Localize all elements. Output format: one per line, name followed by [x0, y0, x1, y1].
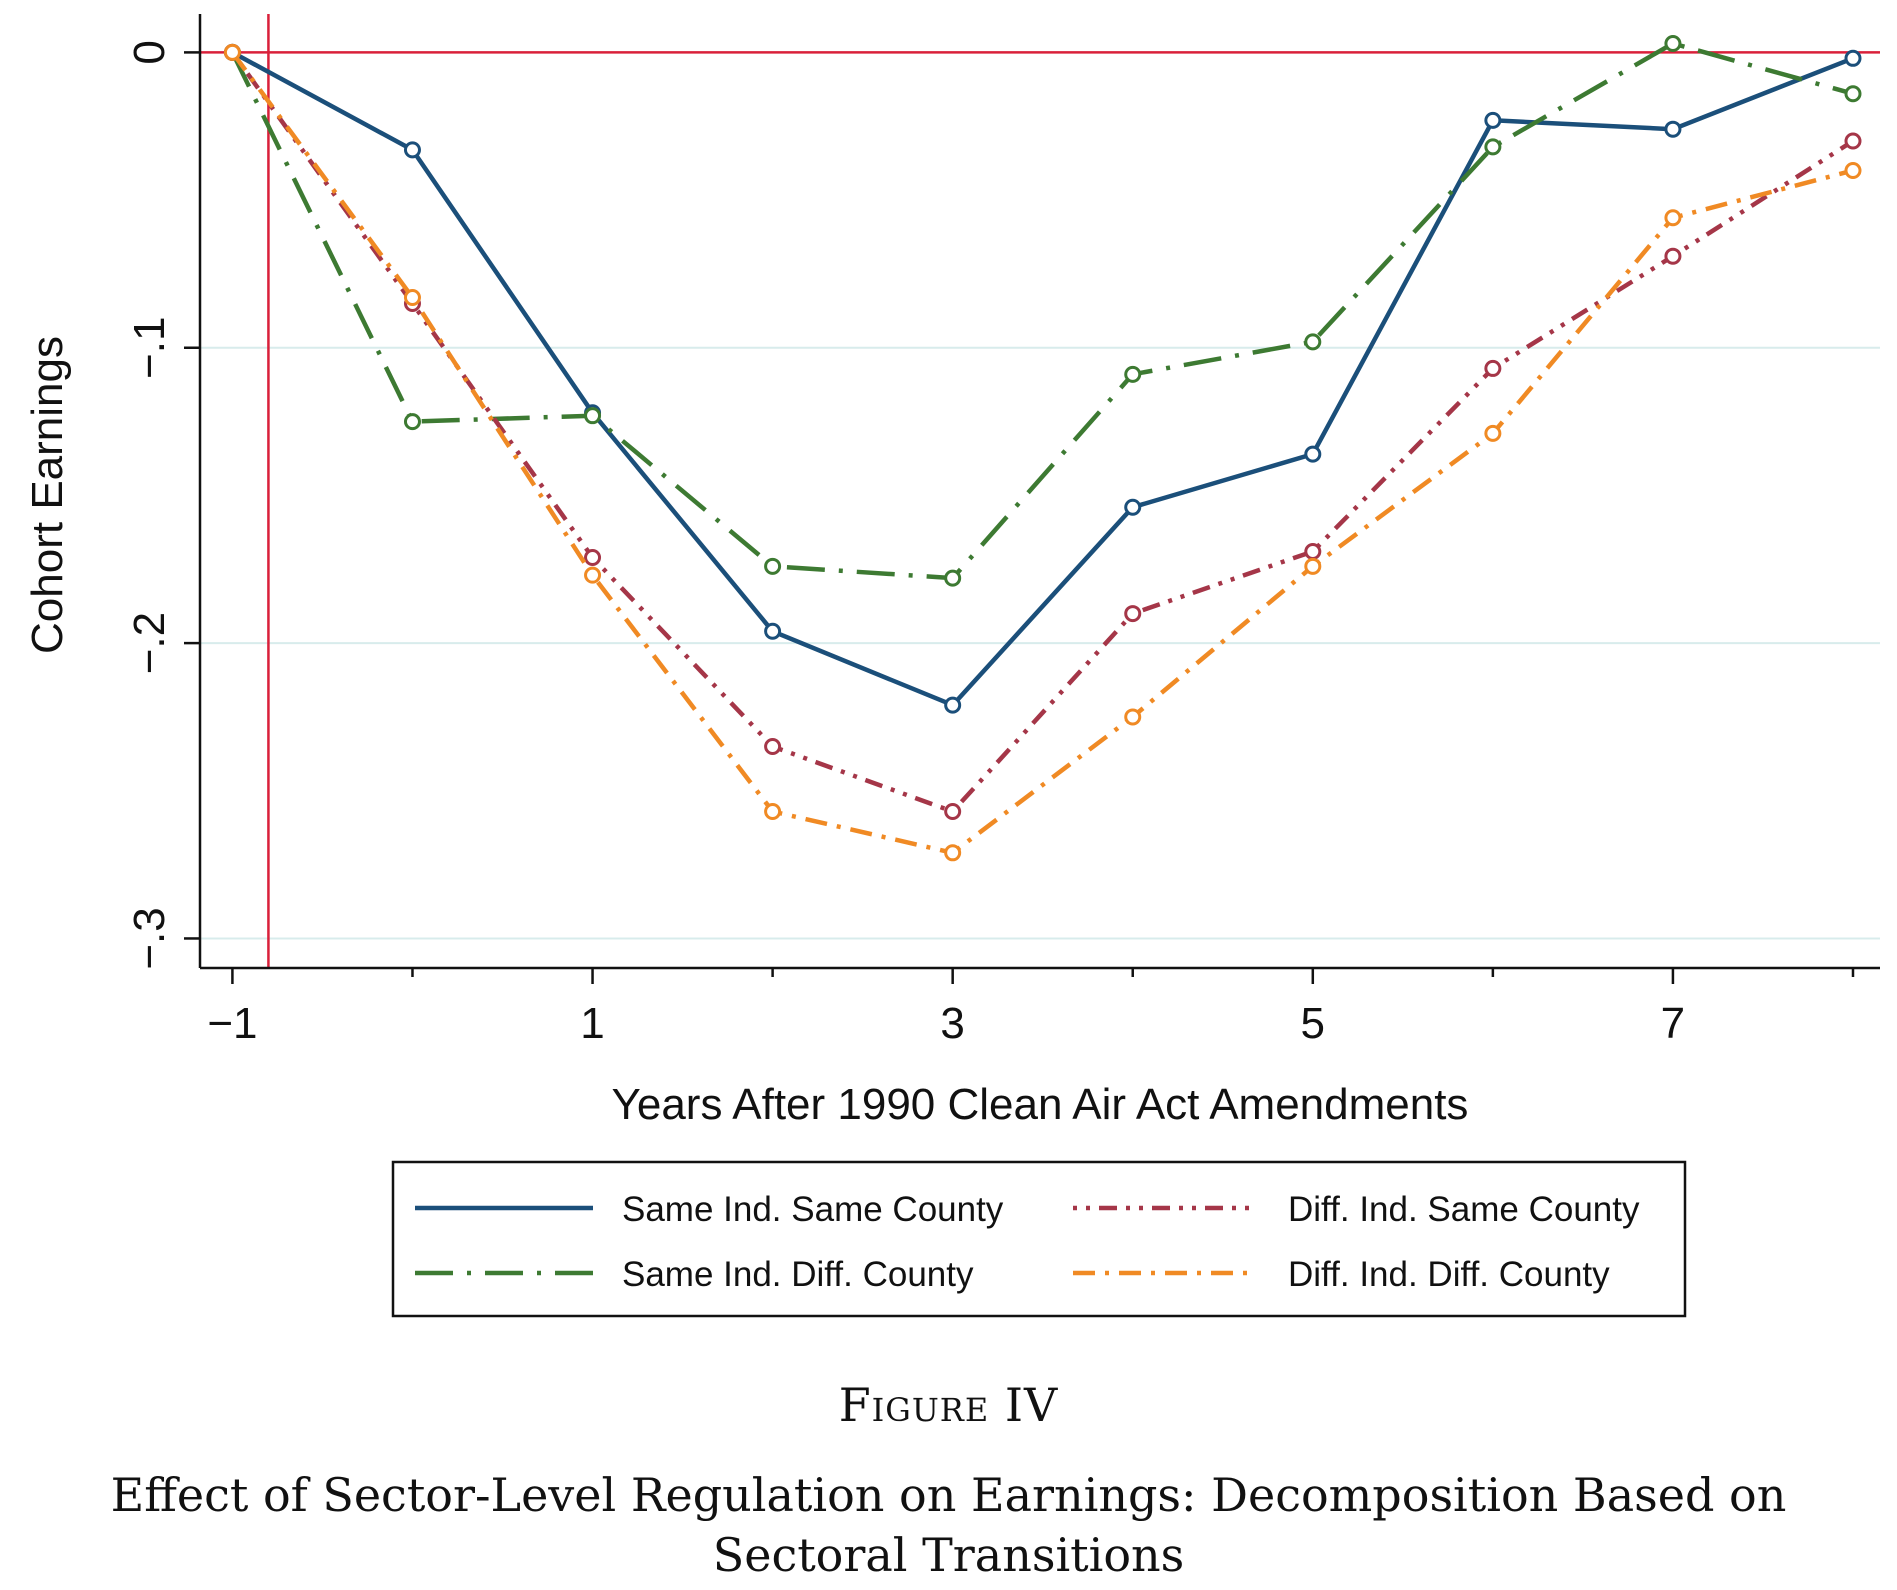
x-axis-label: Years After 1990 Clean Air Act Amendment…	[612, 1080, 1469, 1129]
series-line	[230, 51, 1854, 856]
data-point	[1124, 708, 1142, 726]
y-tick-label: −.2	[125, 612, 174, 674]
x-tick-label: −1	[207, 999, 257, 1048]
data-point	[403, 141, 421, 159]
legend-entry-2: Same Ind. Diff. County	[415, 1255, 974, 1294]
series-line	[230, 41, 1854, 581]
data-point	[403, 413, 421, 431]
data-point	[584, 407, 602, 425]
data-point	[764, 802, 782, 820]
y-axis-label: Cohort Earnings	[23, 336, 72, 654]
data-point	[944, 844, 962, 862]
legend-entry-3: Diff. Ind. Same County	[1073, 1190, 1640, 1229]
data-point	[1664, 35, 1682, 53]
data-point	[1484, 424, 1502, 442]
data-point	[764, 557, 782, 575]
data-point	[1844, 132, 1862, 150]
series-1	[223, 43, 1862, 714]
y-tick-label: −.1	[125, 317, 174, 379]
legend-box	[391, 1160, 1687, 1318]
data-point	[1304, 557, 1322, 575]
data-point	[1304, 445, 1322, 463]
data-point	[1844, 85, 1862, 103]
x-tick-label: 7	[1661, 999, 1685, 1048]
data-point	[1124, 498, 1142, 516]
series-2	[223, 35, 1862, 587]
series-line	[230, 51, 1855, 814]
data-point	[584, 548, 602, 566]
data-point	[584, 566, 602, 584]
series-layer	[223, 35, 1862, 862]
data-point	[1124, 605, 1142, 623]
y-tick-label: 0	[125, 40, 174, 64]
x-tick-label: 5	[1301, 999, 1325, 1048]
legend-entry-1: Same Ind. Same County	[415, 1190, 1004, 1229]
reference-lines	[200, 14, 1880, 968]
data-point	[1484, 359, 1502, 377]
figure-label: Figure IV	[838, 1378, 1059, 1432]
data-point	[1484, 111, 1502, 129]
data-point	[1664, 209, 1682, 227]
legend-entry-4: Diff. Ind. Diff. County	[1073, 1255, 1610, 1294]
legend-label: Same Ind. Diff. County	[622, 1255, 974, 1294]
data-point	[944, 569, 962, 587]
legend-label: Same Ind. Same County	[622, 1190, 1004, 1229]
gridlines	[200, 346, 1880, 940]
series-line	[231, 50, 1854, 708]
series-3	[223, 43, 1862, 820]
y-tick-label: −.3	[125, 907, 174, 969]
data-point	[764, 622, 782, 640]
axes: −1 1 3 5 7 0 −.1 −.2 −.3	[125, 14, 1880, 1048]
data-point	[1124, 365, 1142, 383]
data-point	[764, 737, 782, 755]
data-point	[403, 289, 421, 307]
data-point	[1664, 247, 1682, 265]
legend-label: Diff. Ind. Same County	[1288, 1190, 1640, 1229]
series-4	[223, 43, 1862, 862]
data-point	[1664, 120, 1682, 138]
data-point	[1844, 162, 1862, 180]
data-point	[1484, 138, 1502, 156]
x-tick-label: 3	[940, 999, 964, 1048]
data-point	[944, 802, 962, 820]
x-tick-label: 1	[580, 999, 604, 1048]
legend: Same Ind. Same County Same Ind. Diff. Cou…	[391, 1160, 1687, 1318]
data-point	[1844, 49, 1862, 67]
line-chart: −1 1 3 5 7 0 −.1 −.2 −.3 Cohort Earnings Years A…	[23, 14, 1880, 1318]
data-point	[944, 696, 962, 714]
data-point	[1304, 543, 1322, 561]
data-point	[1304, 333, 1322, 351]
figure-caption: Effect of Sector-Level Regulation on Ear…	[110, 1468, 1787, 1582]
legend-label: Diff. Ind. Diff. County	[1288, 1255, 1610, 1294]
data-point	[223, 43, 241, 61]
